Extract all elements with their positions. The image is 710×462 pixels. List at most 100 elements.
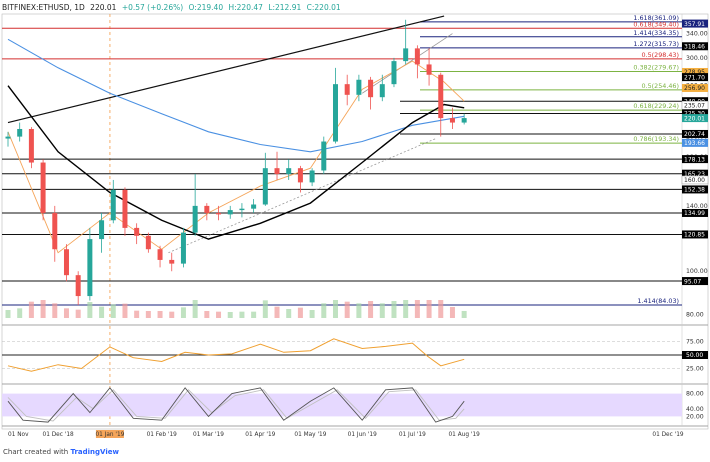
x-tick-label: 01 Dec '19 bbox=[652, 432, 684, 438]
rsi-tick-label: 25.00 bbox=[686, 366, 704, 373]
price-tag bbox=[682, 114, 708, 123]
candle-body bbox=[145, 235, 151, 250]
fib-level-label: 0.5(254.46) bbox=[641, 82, 679, 90]
fib-level-label: 0.618(229.24) bbox=[633, 102, 679, 110]
volume-bar bbox=[28, 301, 34, 318]
moving-average-orange bbox=[7, 60, 465, 254]
x-tick-label: 01 Nov bbox=[8, 432, 29, 438]
volume-bar bbox=[5, 310, 11, 318]
stoch-k-line bbox=[7, 387, 465, 423]
price-tag bbox=[682, 155, 708, 164]
candle-body bbox=[414, 48, 420, 65]
candle-body bbox=[274, 168, 280, 174]
price-tag-label: 120.85 bbox=[684, 232, 705, 239]
x-tick-label: 01 Mar '19 bbox=[193, 432, 224, 438]
volume-bar bbox=[379, 303, 385, 318]
volume-bar bbox=[449, 307, 455, 318]
volume-bar bbox=[75, 309, 81, 318]
volume-bar bbox=[368, 301, 374, 318]
volume-bar bbox=[17, 308, 23, 318]
stoch-tick-label: 20.00 bbox=[686, 413, 704, 420]
moving-average-blue bbox=[7, 38, 465, 153]
candle-body bbox=[157, 249, 163, 260]
volume-bar bbox=[262, 300, 268, 318]
volume-bar bbox=[239, 311, 245, 318]
price-tag bbox=[681, 175, 709, 185]
volume-bar bbox=[461, 310, 467, 318]
candle-body bbox=[332, 84, 338, 142]
close-value: C:220.01 bbox=[306, 3, 341, 12]
fib-level-label: 1.414(84.03) bbox=[637, 297, 679, 305]
volume-bar bbox=[438, 300, 444, 318]
volume-bar bbox=[332, 300, 338, 318]
tradingview-logo[interactable]: TradingView bbox=[70, 448, 119, 456]
candle-body bbox=[227, 210, 233, 215]
price-tag bbox=[682, 19, 708, 28]
volume-bar bbox=[321, 303, 327, 318]
volume-bar bbox=[99, 306, 105, 318]
rsi-tick-label: 75.00 bbox=[686, 339, 704, 346]
price-tag bbox=[682, 83, 708, 92]
candle-body bbox=[309, 170, 315, 183]
volume-bar bbox=[169, 311, 175, 318]
volume-bar bbox=[192, 300, 198, 318]
candle-body bbox=[216, 212, 222, 215]
price-tag-label: 152.38 bbox=[684, 187, 705, 194]
moving-average-black bbox=[7, 85, 465, 240]
fib-level-label: 1.618(361.09) bbox=[633, 14, 679, 22]
candle-body bbox=[28, 128, 34, 163]
candle-body bbox=[134, 227, 140, 236]
x-tick-label: 01 May '19 bbox=[294, 432, 326, 438]
price-tag-label: 160.00 bbox=[684, 177, 705, 184]
x-tick-label: 01 Jan '19 bbox=[95, 432, 124, 438]
volume-bar bbox=[110, 304, 116, 318]
volume-bar bbox=[403, 300, 409, 318]
price-tag-label: 165.23 bbox=[684, 171, 705, 178]
trendline bbox=[168, 138, 436, 254]
trendline bbox=[7, 15, 445, 124]
open-value: O:219.40 bbox=[188, 3, 224, 12]
rsi-line bbox=[7, 338, 465, 372]
candle-body bbox=[262, 168, 268, 205]
price-tag-label: 278.95 bbox=[684, 69, 705, 76]
credit-prefix: Chart created with bbox=[3, 448, 69, 456]
price-tag bbox=[682, 277, 708, 286]
price-tag-label: 357.91 bbox=[684, 21, 705, 28]
volume-bar bbox=[63, 308, 69, 318]
price-tag bbox=[682, 42, 708, 51]
price-tag-label: 95.07 bbox=[684, 278, 701, 285]
volume-bar bbox=[274, 306, 280, 318]
candle-body bbox=[180, 232, 186, 264]
fib-level-label: 0.5(298.43) bbox=[641, 51, 679, 59]
volume-bar bbox=[297, 307, 303, 318]
y-tick-label: 100.00 bbox=[686, 268, 708, 275]
volume-bar bbox=[134, 310, 140, 318]
candle-body bbox=[251, 204, 257, 209]
fib-level-label: 1.272(315.73) bbox=[633, 40, 679, 48]
volume-bar bbox=[180, 307, 186, 318]
candle-body bbox=[192, 205, 198, 233]
candle-body bbox=[17, 128, 23, 137]
fib-level-label: 0.786(193.34) bbox=[633, 135, 679, 143]
fib-level-label: 0.382(279.67) bbox=[633, 63, 679, 71]
x-tick-label: 01 Feb '19 bbox=[147, 432, 178, 438]
volume-bar bbox=[391, 301, 397, 318]
price-tag bbox=[682, 208, 708, 217]
price-tag-label: 318.46 bbox=[684, 43, 705, 50]
candle-body bbox=[122, 189, 128, 228]
stoch-band bbox=[2, 393, 682, 417]
volume-bar bbox=[251, 311, 257, 318]
volume-bar bbox=[227, 312, 233, 318]
volume-bar bbox=[157, 311, 163, 318]
candle-body bbox=[110, 189, 116, 221]
price-tag bbox=[682, 109, 708, 118]
price-tag-label: 256.90 bbox=[684, 85, 705, 92]
credit-footer: Chart created with TradingView bbox=[3, 448, 119, 456]
rsi-level-tag bbox=[682, 351, 708, 359]
candle-body bbox=[297, 168, 303, 183]
price-tag bbox=[682, 73, 708, 82]
price-change: +0.57 (+0.26%) bbox=[121, 3, 184, 12]
volume-bar bbox=[87, 302, 93, 318]
